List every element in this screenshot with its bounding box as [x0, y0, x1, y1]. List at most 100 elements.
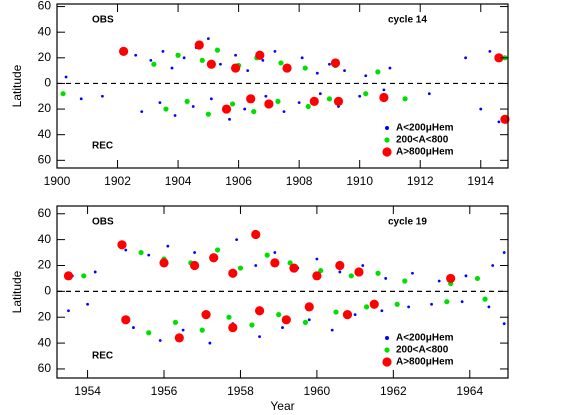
- data-point: [209, 253, 219, 263]
- data-point: [487, 305, 491, 309]
- data-point: [343, 69, 346, 73]
- data-point: [488, 50, 492, 53]
- data-point: [326, 96, 333, 102]
- data-point: [302, 65, 308, 71]
- x-tick-label: 1962: [380, 384, 407, 398]
- legend-marker: [382, 357, 392, 367]
- data-point: [491, 264, 495, 267]
- data-point: [379, 92, 389, 103]
- data-point: [79, 97, 83, 101]
- data-point: [282, 110, 286, 114]
- data-point: [328, 62, 331, 66]
- data-point: [315, 71, 319, 75]
- data-point: [118, 46, 129, 57]
- data-point: [281, 315, 291, 325]
- data-point: [369, 299, 379, 309]
- data-point: [258, 335, 261, 339]
- x-tick-label: 1958: [227, 384, 254, 398]
- data-point: [330, 58, 341, 68]
- data-point: [275, 98, 281, 104]
- x-tick-label: 1902: [104, 174, 131, 188]
- data-point: [173, 114, 177, 117]
- data-point: [479, 107, 483, 111]
- legend-label: A>800μHem: [396, 357, 454, 368]
- data-point: [375, 270, 381, 276]
- data-point: [228, 268, 238, 278]
- x-tick-label: 1954: [74, 384, 101, 398]
- data-point: [199, 327, 205, 333]
- legend-label: A<200μHem: [396, 333, 454, 344]
- data-point: [121, 315, 131, 325]
- data-point: [474, 275, 481, 282]
- data-point: [219, 62, 222, 66]
- annotation: OBS: [92, 15, 114, 26]
- y-axis-label: Latitude: [10, 64, 24, 107]
- data-point: [315, 257, 319, 261]
- data-point: [430, 302, 433, 306]
- y-tick-label: 0: [44, 76, 51, 90]
- data-point: [307, 318, 311, 322]
- data-point: [460, 300, 464, 304]
- data-point: [312, 271, 322, 281]
- data-point: [335, 260, 345, 271]
- data-point: [221, 104, 232, 114]
- data-point: [304, 302, 314, 312]
- data-point: [388, 66, 392, 70]
- data-point: [235, 238, 239, 242]
- data-point: [60, 91, 66, 97]
- data-point: [193, 251, 196, 254]
- data-point: [482, 296, 488, 302]
- data-point: [174, 333, 184, 343]
- x-tick-label: 1960: [304, 384, 331, 398]
- y-tick-label: 40: [38, 232, 52, 246]
- data-point: [182, 56, 186, 60]
- data-point: [318, 268, 324, 274]
- data-point: [181, 328, 185, 332]
- data-point: [151, 61, 157, 67]
- data-point: [226, 314, 232, 320]
- data-point: [237, 265, 244, 271]
- data-point: [255, 50, 265, 60]
- x-tick-label: 1914: [467, 174, 494, 188]
- data-point: [254, 306, 265, 316]
- data-point: [206, 59, 216, 69]
- annotation: OBS: [92, 217, 114, 228]
- x-tick-label: 1956: [151, 384, 178, 398]
- data-point: [117, 240, 127, 250]
- data-point: [330, 328, 334, 332]
- x-tick-label: 1900: [44, 174, 71, 188]
- data-point: [394, 301, 400, 307]
- data-point: [354, 267, 364, 277]
- data-point: [184, 98, 190, 104]
- data-point: [228, 117, 231, 121]
- data-point: [348, 273, 354, 279]
- y-tick-label: 60: [38, 361, 52, 375]
- data-point: [305, 103, 311, 110]
- data-point: [380, 309, 384, 313]
- data-point: [364, 74, 368, 78]
- y-tick-label: 60: [38, 152, 52, 166]
- data-point: [194, 40, 204, 50]
- data-point: [205, 111, 211, 117]
- data-point: [402, 278, 408, 284]
- data-point: [251, 109, 257, 115]
- data-point: [338, 270, 342, 274]
- data-point: [497, 120, 501, 124]
- data-point: [464, 274, 468, 278]
- data-point: [191, 105, 195, 108]
- data-point: [146, 330, 152, 336]
- data-point: [427, 92, 431, 96]
- data-point: [101, 94, 104, 98]
- data-point: [264, 252, 270, 258]
- data-point: [302, 319, 309, 325]
- data-point: [161, 50, 165, 53]
- y-axis-label: Latitude: [10, 270, 24, 313]
- data-point: [199, 57, 205, 63]
- data-point: [270, 258, 280, 268]
- data-point: [333, 96, 344, 106]
- data-point: [437, 279, 441, 283]
- data-point: [134, 53, 138, 57]
- data-point: [273, 50, 277, 53]
- data-point: [300, 56, 304, 60]
- data-point: [278, 60, 284, 66]
